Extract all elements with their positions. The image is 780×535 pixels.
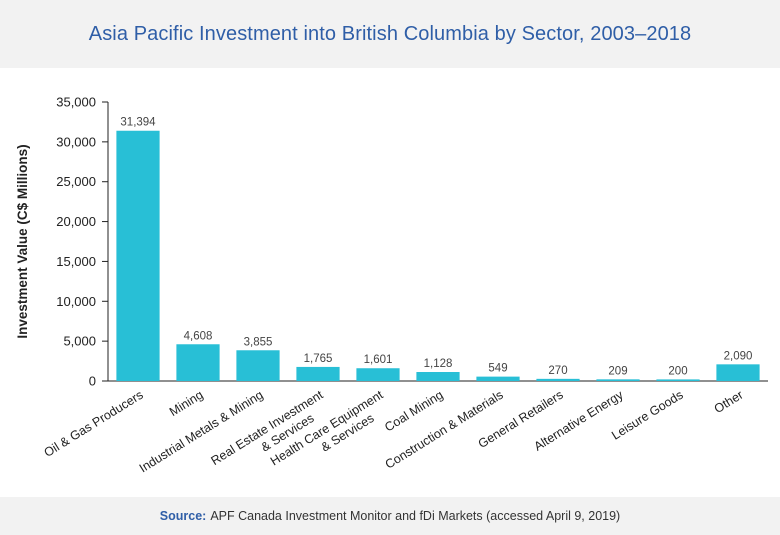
bar xyxy=(236,350,280,381)
y-axis-label: Investment Value (C$ Millions) xyxy=(15,144,30,338)
source-label: Source: xyxy=(159,509,207,523)
bar-value-label: 3,855 xyxy=(244,336,273,348)
bar xyxy=(716,364,760,381)
bar-chart: Investment Value (C$ Millions) 0 5,000 10,0… xyxy=(15,95,768,475)
title-band: Asia Pacific Investment into British Col… xyxy=(0,0,780,68)
bar-value-label: 1,601 xyxy=(364,354,393,366)
bar-value-label: 1,765 xyxy=(304,353,333,365)
bar-value-label: 31,394 xyxy=(120,117,156,129)
y-tick-label: 15,000 xyxy=(56,254,96,269)
x-tick-label: Oil & Gas Producers xyxy=(42,388,146,460)
y-tick-label: 30,000 xyxy=(56,134,96,149)
y-tick-label: 25,000 xyxy=(56,174,96,189)
bar xyxy=(656,379,700,381)
bar-value-label: 200 xyxy=(668,365,687,377)
bar xyxy=(416,372,460,381)
bar xyxy=(596,379,640,381)
y-tick-label: 0 xyxy=(89,374,96,389)
bar-value-label: 1,128 xyxy=(424,358,453,370)
bar-value-label: 4,608 xyxy=(184,330,213,342)
x-tick-label: Other xyxy=(712,388,746,416)
y-tick-label: 10,000 xyxy=(56,294,96,309)
y-tick-label: 5,000 xyxy=(63,334,96,349)
bar xyxy=(116,130,160,381)
bar-value-label: 549 xyxy=(488,363,507,375)
bar xyxy=(476,376,520,381)
chart-title: Asia Pacific Investment into British Col… xyxy=(88,22,692,45)
source-footer: Source: APF Canada Investment Monitor an… xyxy=(0,497,780,535)
bar-value-label: 2,090 xyxy=(724,350,753,362)
bar-value-label: 209 xyxy=(608,365,627,377)
bar-value-label: 270 xyxy=(548,365,567,377)
x-tick-label: Mining xyxy=(167,388,206,419)
y-tick-label: 35,000 xyxy=(56,95,96,110)
bar xyxy=(296,366,340,381)
source-text: APF Canada Investment Monitor and fDi Ma… xyxy=(210,509,621,523)
bar xyxy=(356,368,400,381)
bar xyxy=(176,344,220,381)
bar xyxy=(536,378,580,381)
y-tick-label: 20,000 xyxy=(56,214,96,229)
